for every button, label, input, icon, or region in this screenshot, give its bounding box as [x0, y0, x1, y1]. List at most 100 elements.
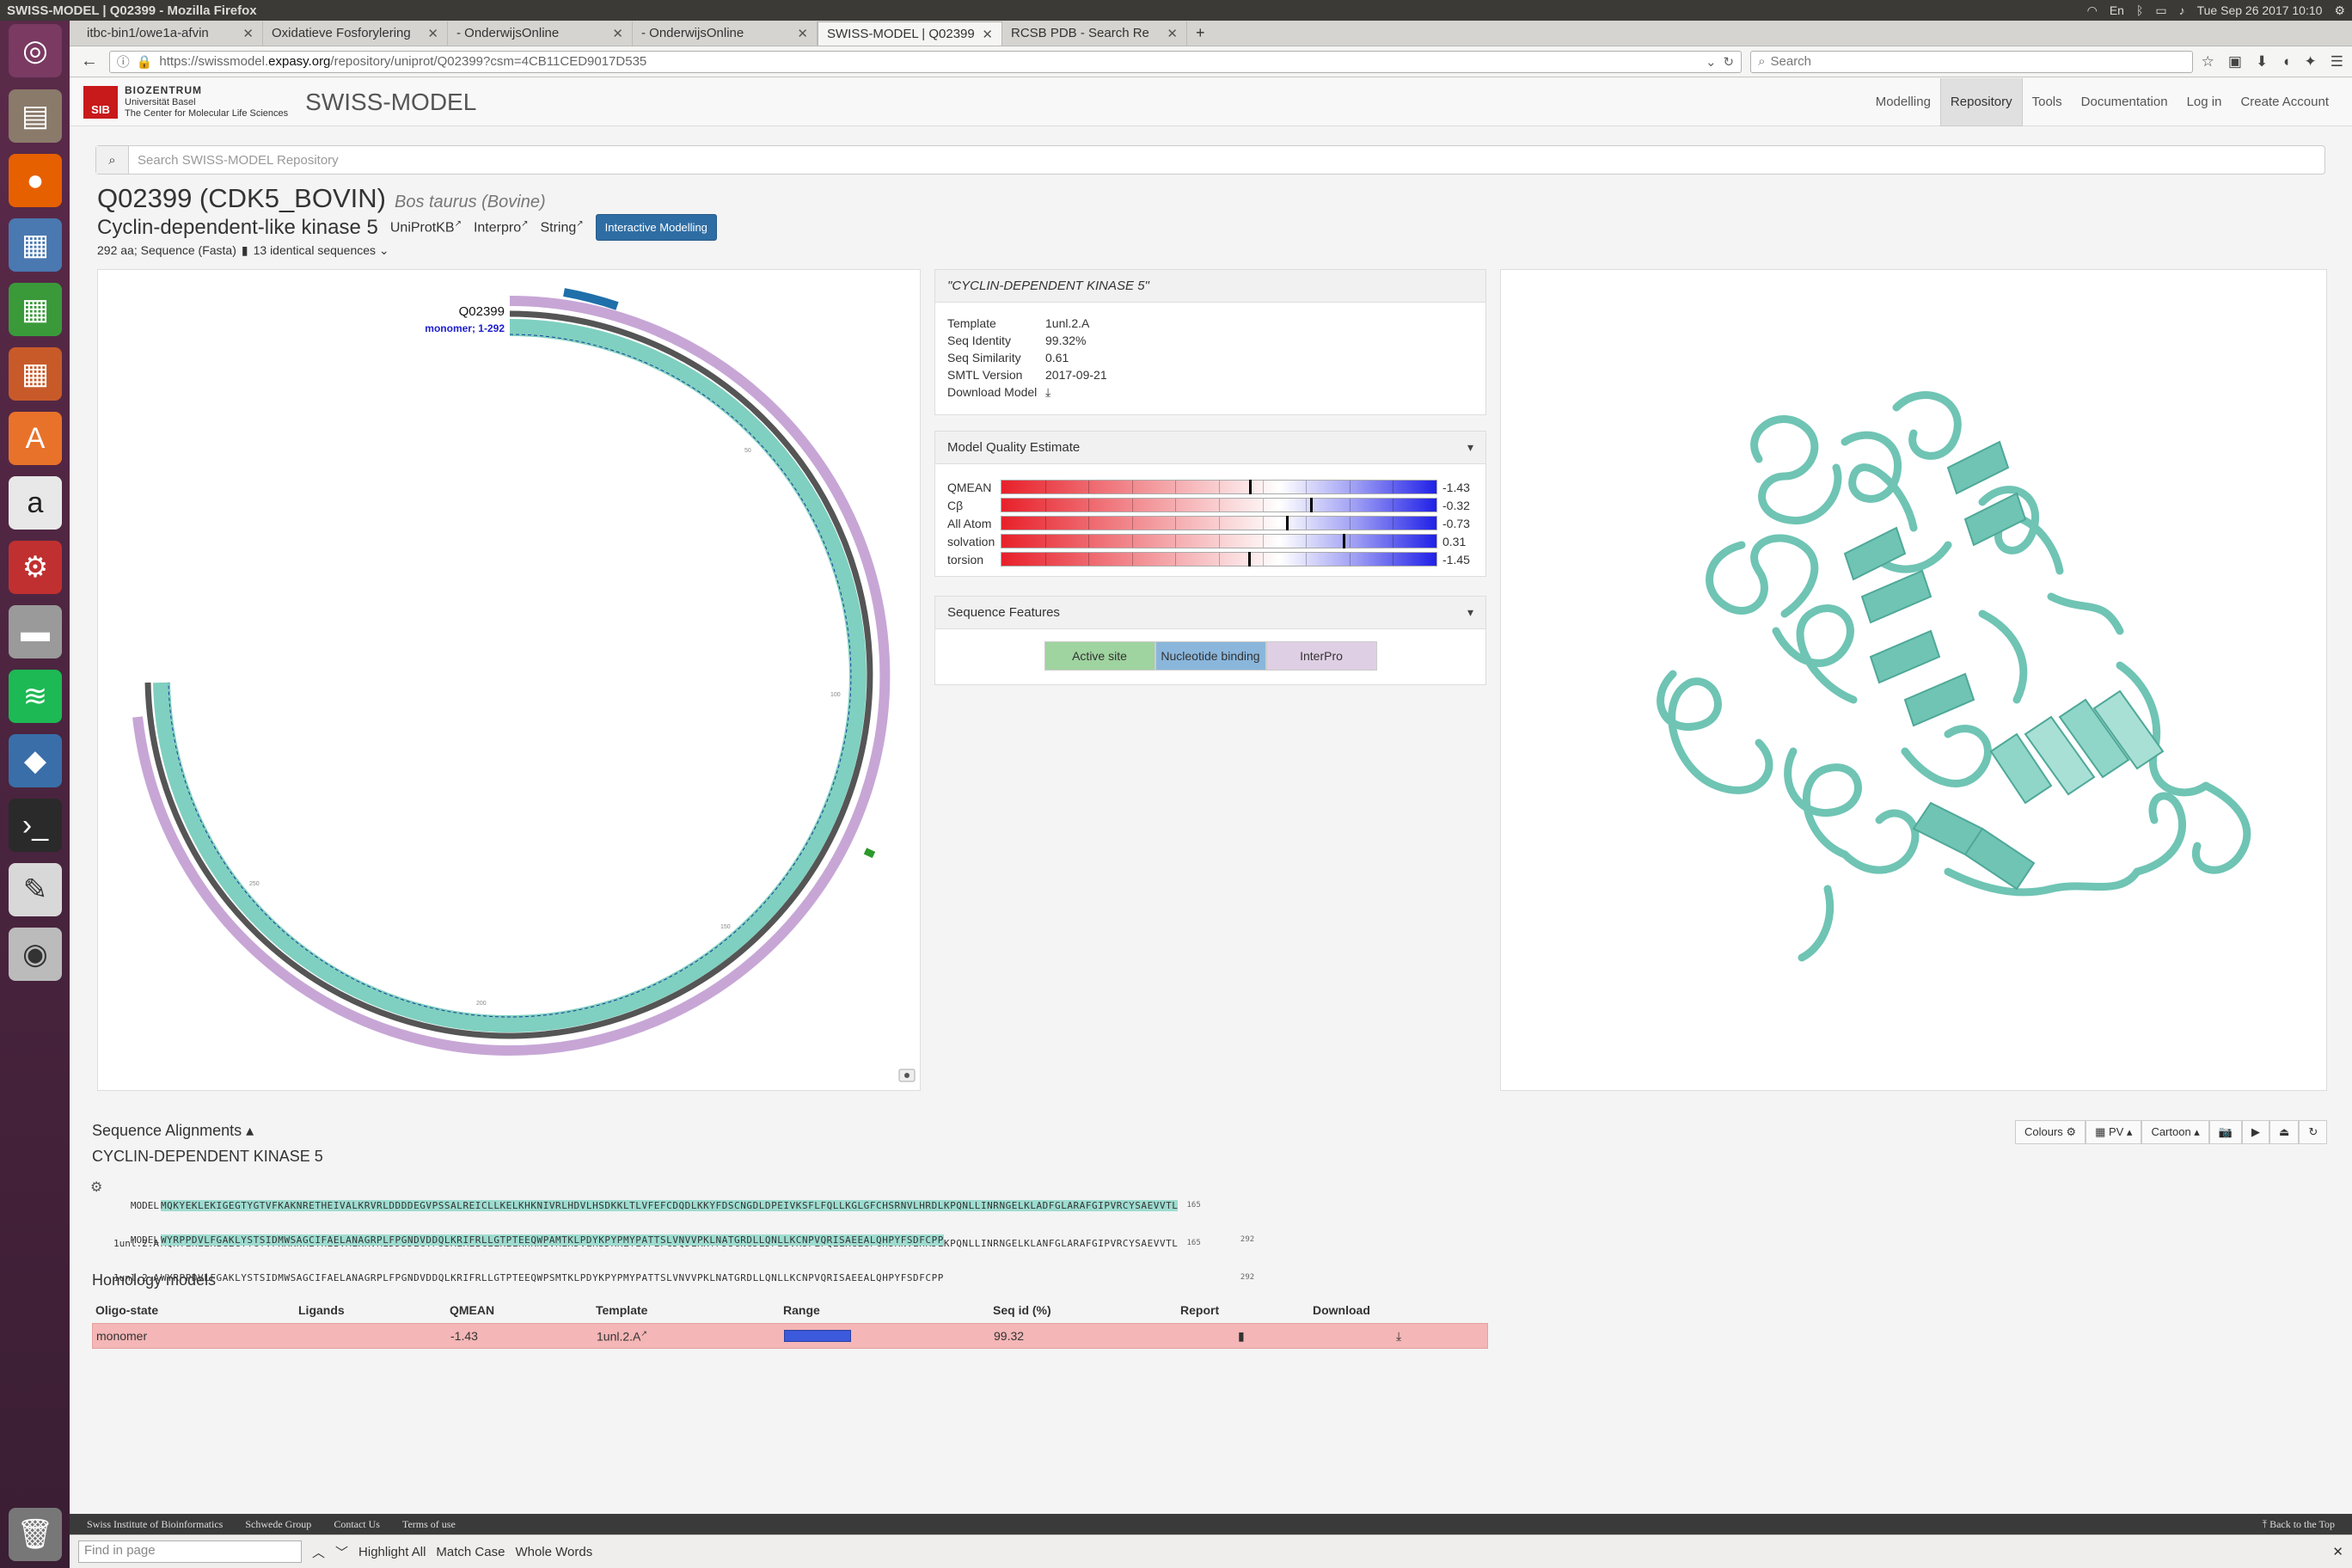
find-previous-button[interactable]: ︿ — [312, 1545, 326, 1560]
string-link[interactable]: String↗ — [540, 218, 584, 236]
browser-tab-active[interactable]: SWISS-MODEL | Q02399 ✕ — [818, 21, 1002, 46]
browser-tab[interactable]: Oxidatieve Fosforylering ✕ — [263, 21, 448, 46]
cartoon-button[interactable]: Cartoon ▴ — [2141, 1120, 2209, 1144]
alignment-settings-gear-icon[interactable]: ⚙ — [90, 1180, 103, 1195]
interpro-button[interactable]: InterPro — [1265, 641, 1377, 671]
nav-login[interactable]: Log in — [2186, 95, 2222, 109]
site-name[interactable]: SWISS-MODEL — [305, 88, 477, 115]
template-link[interactable]: 1unl.2.A↗ — [597, 1328, 647, 1344]
identical-sequences-toggle[interactable]: 13 identical sequences ⌄ — [253, 243, 389, 257]
model-quality-header[interactable]: Model Quality Estimate ▾ — [935, 432, 1485, 464]
download-icon[interactable]: ⤓ — [1396, 1328, 1402, 1343]
browser-tab[interactable]: RCSB PDB - Search Re ✕ — [1002, 21, 1187, 46]
homology-model-row[interactable]: monomer -1.43 1unl.2.A↗ 99.32 ▮ ⤓ — [92, 1323, 1488, 1349]
disk-icon[interactable]: ▬ — [9, 605, 62, 658]
find-next-button[interactable]: ﹀ — [335, 1545, 349, 1560]
footer-link[interactable]: Schwede Group — [245, 1517, 312, 1530]
structure-viewer[interactable] — [1500, 269, 2327, 1091]
clipboard-icon[interactable]: ▣ — [2227, 52, 2242, 70]
play-button[interactable]: ▶ — [2242, 1120, 2270, 1144]
ubuntu-dash-icon[interactable]: ◎ — [9, 24, 62, 77]
nav-repository[interactable]: Repository — [1939, 78, 2023, 126]
browser-tab[interactable]: - OnderwijsOnline ✕ — [448, 21, 633, 46]
browser-search-input[interactable]: ⌕ Search — [1750, 50, 2193, 73]
back-button[interactable]: ← — [80, 52, 98, 70]
amazon-icon[interactable]: a — [9, 476, 62, 530]
chevron-down-icon[interactable]: ▾ — [1467, 605, 1473, 619]
pocket-icon[interactable]: ◖ — [2282, 52, 2291, 70]
calc-icon[interactable]: ▦ — [9, 283, 62, 336]
nav-modelling[interactable]: Modelling — [1875, 95, 1931, 109]
software-center-icon[interactable]: A — [9, 412, 62, 465]
nav-tools[interactable]: Tools — [2031, 95, 2062, 109]
wifi-icon[interactable]: ◠ — [2086, 3, 2098, 17]
keyboard-indicator[interactable]: En — [2109, 3, 2124, 17]
dropdown-icon[interactable]: ⌄ — [1705, 54, 1717, 70]
download-icon[interactable]: ⬇ — [2255, 52, 2269, 70]
close-tab-icon[interactable]: ✕ — [612, 27, 623, 41]
close-tab-icon[interactable]: ✕ — [797, 27, 808, 41]
firefox-icon[interactable]: ● — [9, 154, 62, 207]
close-tab-icon[interactable]: ✕ — [427, 27, 438, 41]
volume-icon[interactable]: ♪ — [2178, 3, 2185, 17]
protein-cartoon[interactable] — [1501, 270, 2326, 1090]
match-case-button[interactable]: Match Case — [436, 1544, 505, 1559]
battery-icon[interactable]: ▭ — [2155, 3, 2167, 17]
repository-search-input[interactable]: Search SWISS-MODEL Repository — [138, 152, 339, 168]
info-icon[interactable]: ⓘ — [116, 55, 130, 70]
new-tab-button[interactable]: + — [1196, 24, 1205, 41]
trash-icon[interactable]: 🗑 — [9, 1508, 62, 1561]
chevron-down-icon[interactable]: ▾ — [1467, 440, 1473, 454]
browser-tab[interactable]: itbc-bin1/owe1a-afvin ✕ — [78, 21, 263, 46]
interpro-link[interactable]: Interpro↗ — [473, 218, 529, 236]
system-settings-icon[interactable]: ⚙ — [9, 541, 62, 594]
uniprotkb-link[interactable]: UniProtKB↗ — [389, 218, 462, 236]
colours-button[interactable]: Colours ⚙ — [2015, 1120, 2086, 1144]
nav-create-account[interactable]: Create Account — [2240, 95, 2329, 109]
interactive-modelling-button[interactable]: Interactive Modelling — [595, 214, 717, 241]
bluetooth-icon[interactable]: ᛒ — [2135, 3, 2144, 17]
nucleotide-binding-arc[interactable] — [563, 288, 619, 310]
pv-button[interactable]: ▦ PV ▴ — [2086, 1120, 2142, 1144]
python-icon[interactable]: ◆ — [9, 734, 62, 787]
close-tab-icon[interactable]: ✕ — [242, 27, 254, 41]
find-input[interactable]: Find in page — [78, 1540, 302, 1563]
sequence-length-link[interactable]: 292 aa; Sequence (Fasta) — [97, 243, 236, 257]
screenshot-button[interactable]: 📷 — [2208, 1120, 2243, 1144]
report-icon[interactable]: ▮ — [1238, 1328, 1245, 1343]
biozentrum-logo[interactable]: BIOZENTRUM Universität Basel The Center … — [125, 83, 289, 119]
search-button[interactable]: ⌕ — [96, 146, 129, 174]
nav-documentation[interactable]: Documentation — [2080, 95, 2168, 109]
footer-link[interactable]: Contact Us — [334, 1517, 380, 1530]
reload-icon[interactable]: ↻ — [1723, 54, 1735, 70]
footer-link[interactable]: Terms of use — [401, 1517, 456, 1530]
writer-icon[interactable]: ▦ — [9, 218, 62, 272]
url-bar[interactable]: ⓘ 🔒 https://swissmodel.expasy.org/reposi… — [108, 50, 1743, 73]
monomer-ring[interactable] — [153, 319, 867, 1032]
text-editor-icon[interactable]: ✎ — [9, 863, 62, 916]
sequence-alignments-toggle[interactable]: Sequence Alignments ▴ — [92, 1122, 254, 1139]
highlight-all-button[interactable]: Highlight All — [358, 1544, 426, 1559]
close-find-bar-icon[interactable]: ✕ — [2332, 1545, 2343, 1559]
whole-words-button[interactable]: Whole Words — [515, 1544, 593, 1559]
active-site-marker[interactable] — [863, 848, 876, 859]
close-tab-icon[interactable]: ✕ — [982, 28, 993, 42]
spotify-icon[interactable]: ≋ — [9, 670, 62, 723]
footer-link[interactable]: Swiss Institute of Bioinformatics — [87, 1517, 224, 1530]
active-site-button[interactable]: Active site — [1044, 641, 1155, 671]
interpro-ring[interactable] — [132, 296, 891, 1056]
clock[interactable]: Tue Sep 26 2017 10:10 — [2196, 3, 2323, 17]
sib-logo[interactable]: SIB — [83, 85, 118, 119]
close-tab-icon[interactable]: ✕ — [1167, 27, 1178, 41]
terminal-icon[interactable]: ›_ — [9, 799, 62, 852]
eject-button[interactable]: ⏏ — [2269, 1120, 2300, 1144]
camera-icon[interactable]: ◉ — [9, 928, 62, 981]
nucleotide-binding-button[interactable]: Nucleotide binding — [1155, 641, 1266, 671]
extension-icon[interactable]: ✦ — [2304, 52, 2317, 70]
menu-icon[interactable]: ☰ — [2330, 52, 2343, 70]
repository-search[interactable]: ⌕ Search SWISS-MODEL Repository — [95, 145, 2325, 175]
reset-view-button[interactable]: ↻ — [2299, 1120, 2328, 1144]
sequence-features-header[interactable]: Sequence Features ▾ — [935, 597, 1485, 629]
back-to-top-link[interactable]: ⤒ Back to the Top — [2262, 1517, 2335, 1530]
files-icon[interactable]: ▤ — [9, 89, 62, 143]
